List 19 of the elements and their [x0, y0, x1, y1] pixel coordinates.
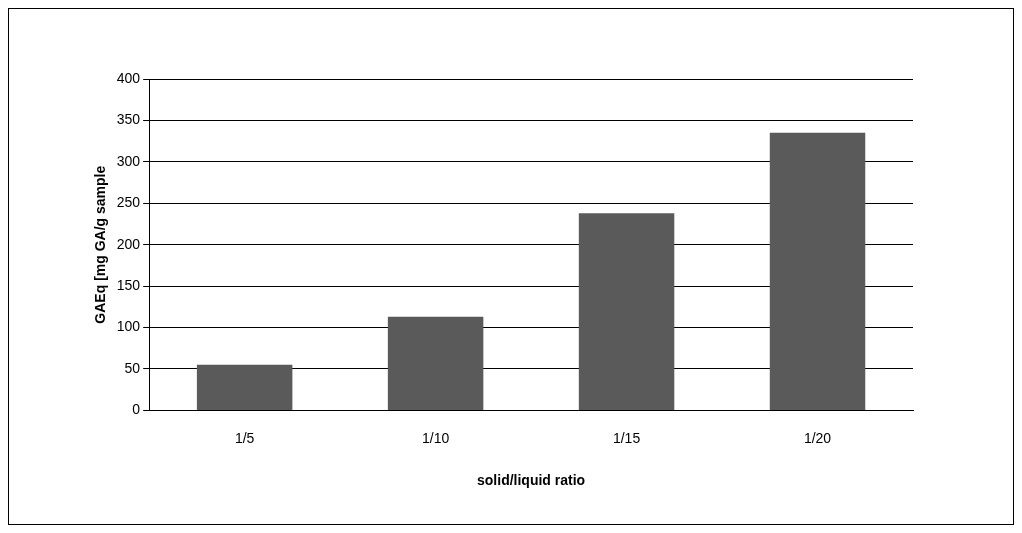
y-tick-label: 100 — [116, 318, 141, 335]
bar — [578, 213, 675, 410]
y-tick-label: 50 — [124, 359, 141, 376]
bar — [387, 316, 484, 410]
y-tick-label: 300 — [116, 152, 141, 169]
x-axis-title: solid/liquid ratio — [477, 472, 586, 489]
y-tick-label: 400 — [116, 69, 141, 86]
y-tick-label: 150 — [116, 276, 141, 293]
y-tick-label: 350 — [116, 111, 141, 128]
x-tick-label: 1/5 — [234, 429, 255, 446]
y-tick-label: 0 — [132, 401, 141, 418]
bar — [196, 364, 293, 410]
y-axis-title: GAEq [mg GA/g sample — [92, 165, 109, 324]
x-tick-label: 1/20 — [803, 429, 832, 446]
x-tick-label: 1/15 — [612, 429, 641, 446]
y-tick-label: 200 — [116, 235, 141, 252]
bar — [769, 132, 866, 410]
x-tick-label: 1/10 — [421, 429, 450, 446]
y-tick-label: 250 — [116, 194, 141, 211]
